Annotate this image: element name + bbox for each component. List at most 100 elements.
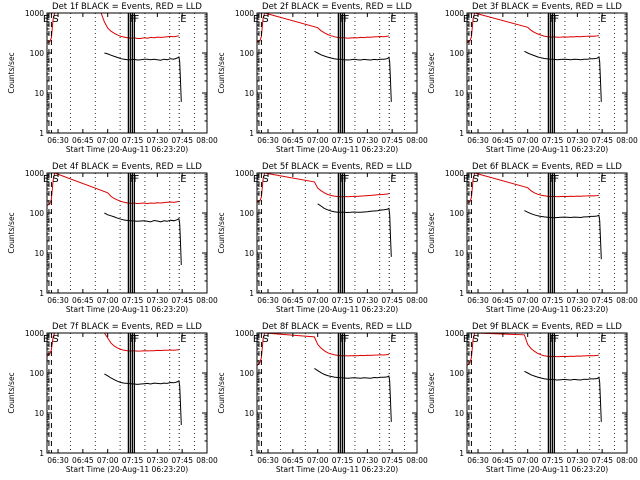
panel-title: Det 6f BLACK = Events, RED = LLD <box>472 162 622 172</box>
marker-label: E <box>43 174 49 185</box>
marker-label: S <box>262 334 268 345</box>
x-tick-label: 06:45 <box>282 136 304 145</box>
y-tick-label: 100 <box>30 369 45 378</box>
y-tick-label: 100 <box>30 49 45 58</box>
panel-title: Det 2f BLACK = Events, RED = LLD <box>262 2 412 12</box>
x-tick-label: 06:30 <box>257 456 279 465</box>
x-tick-label: 06:45 <box>492 136 514 145</box>
y-axis-label: Counts/sec <box>427 52 436 93</box>
x-tick-label: 06:45 <box>282 456 304 465</box>
x-tick-label: 07:15 <box>332 456 354 465</box>
marker-label: S <box>262 14 268 25</box>
x-tick-label: 07:45 <box>381 456 403 465</box>
series-group <box>257 13 392 102</box>
x-tick-label: 07:30 <box>147 136 169 145</box>
plot-frame <box>46 12 208 134</box>
y-tick-label: 1 <box>459 129 464 138</box>
x-tick-label: 08:00 <box>406 296 428 305</box>
y-tick-label: 100 <box>240 369 255 378</box>
marker-label: F <box>554 14 560 25</box>
marker-label: E <box>253 174 259 185</box>
events-series-line <box>104 373 182 426</box>
x-axis-label: Start Time (20-Aug-11 06:23:20) <box>66 145 188 154</box>
y-tick-label: 1000 <box>25 9 44 18</box>
x-tick-label: 07:00 <box>517 296 539 305</box>
marker-label: E <box>390 174 396 185</box>
panel: Det 3f BLACK = Events, RED = LLDESFFE06:… <box>427 2 638 154</box>
marker-label: F <box>134 14 140 25</box>
x-tick-label: 07:15 <box>332 136 354 145</box>
x-tick-label: 07:00 <box>97 136 119 145</box>
x-tick-label: 07:45 <box>381 136 403 145</box>
marker-label: E <box>463 174 469 185</box>
y-tick-label: 10 <box>454 89 464 98</box>
x-axis-label: Start Time (20-Aug-11 06:23:20) <box>486 305 608 314</box>
x-tick-label: 06:30 <box>467 136 489 145</box>
events-series-line <box>317 203 392 257</box>
marker-label: E <box>390 334 396 345</box>
marker-label: S <box>52 174 58 185</box>
panel: Det 6f BLACK = Events, RED = LLDESFFE06:… <box>427 162 638 314</box>
plot-frame <box>46 172 208 294</box>
x-tick-label: 07:30 <box>567 456 589 465</box>
x-tick-label: 06:45 <box>492 456 514 465</box>
x-tick-label: 08:00 <box>406 136 428 145</box>
x-tick-label: 06:45 <box>282 296 304 305</box>
marker-label: E <box>43 14 49 25</box>
x-tick-label: 07:30 <box>567 296 589 305</box>
x-tick-label: 07:00 <box>97 456 119 465</box>
series-group <box>257 173 392 257</box>
x-tick-label: 07:30 <box>357 296 379 305</box>
panel: Det 7f BLACK = Events, RED = LLDESFFE06:… <box>7 322 218 474</box>
y-tick-label: 1 <box>249 289 254 298</box>
x-tick-label: 06:45 <box>492 296 514 305</box>
y-tick-label: 100 <box>450 49 465 58</box>
x-tick-label: 06:45 <box>72 296 94 305</box>
x-tick-label: 07:00 <box>517 456 539 465</box>
events-series-line <box>104 212 182 266</box>
y-axis-label: Counts/sec <box>217 212 226 253</box>
x-tick-label: 06:30 <box>467 456 489 465</box>
events-series-line <box>524 370 602 422</box>
y-tick-label: 10 <box>244 249 254 258</box>
events-series-line <box>314 367 392 422</box>
x-tick-label: 06:30 <box>47 296 69 305</box>
x-tick-label: 06:45 <box>72 456 94 465</box>
y-tick-label: 1 <box>459 449 464 458</box>
panel-title: Det 7f BLACK = Events, RED = LLD <box>52 322 202 332</box>
x-axis-label: Start Time (20-Aug-11 06:23:20) <box>276 465 398 474</box>
x-tick-label: 08:00 <box>616 456 638 465</box>
marker-label: F <box>134 174 140 185</box>
y-axis-label: Counts/sec <box>427 372 436 413</box>
marker-label: E <box>253 14 259 25</box>
y-axis-label: Counts/sec <box>427 212 436 253</box>
x-tick-label: 07:30 <box>147 296 169 305</box>
y-tick-label: 10 <box>454 249 464 258</box>
x-tick-label: 07:30 <box>147 456 169 465</box>
x-axis-label: Start Time (20-Aug-11 06:23:20) <box>486 465 608 474</box>
plot-frame <box>256 172 418 294</box>
x-axis-label: Start Time (20-Aug-11 06:23:20) <box>486 145 608 154</box>
x-tick-label: 06:30 <box>47 136 69 145</box>
lld-series-line <box>47 173 180 207</box>
x-tick-label: 08:00 <box>616 296 638 305</box>
y-tick-label: 1 <box>249 129 254 138</box>
series-group <box>467 173 602 260</box>
x-tick-label: 07:15 <box>542 456 564 465</box>
marker-label: S <box>472 14 478 25</box>
plot-frame <box>466 172 628 294</box>
x-tick-label: 06:30 <box>257 136 279 145</box>
x-axis-label: Start Time (20-Aug-11 06:23:20) <box>276 305 398 314</box>
y-tick-label: 10 <box>34 89 44 98</box>
y-tick-label: 100 <box>450 209 465 218</box>
series-group <box>47 333 182 426</box>
marker-label: E <box>463 14 469 25</box>
marker-label: S <box>472 334 478 345</box>
y-tick-label: 100 <box>450 369 465 378</box>
x-tick-label: 07:30 <box>567 136 589 145</box>
marker-label: F <box>134 334 140 345</box>
x-axis-label: Start Time (20-Aug-11 06:23:20) <box>66 465 188 474</box>
marker-label: E <box>390 14 396 25</box>
panel: Det 8f BLACK = Events, RED = LLDESFFE06:… <box>217 322 428 474</box>
